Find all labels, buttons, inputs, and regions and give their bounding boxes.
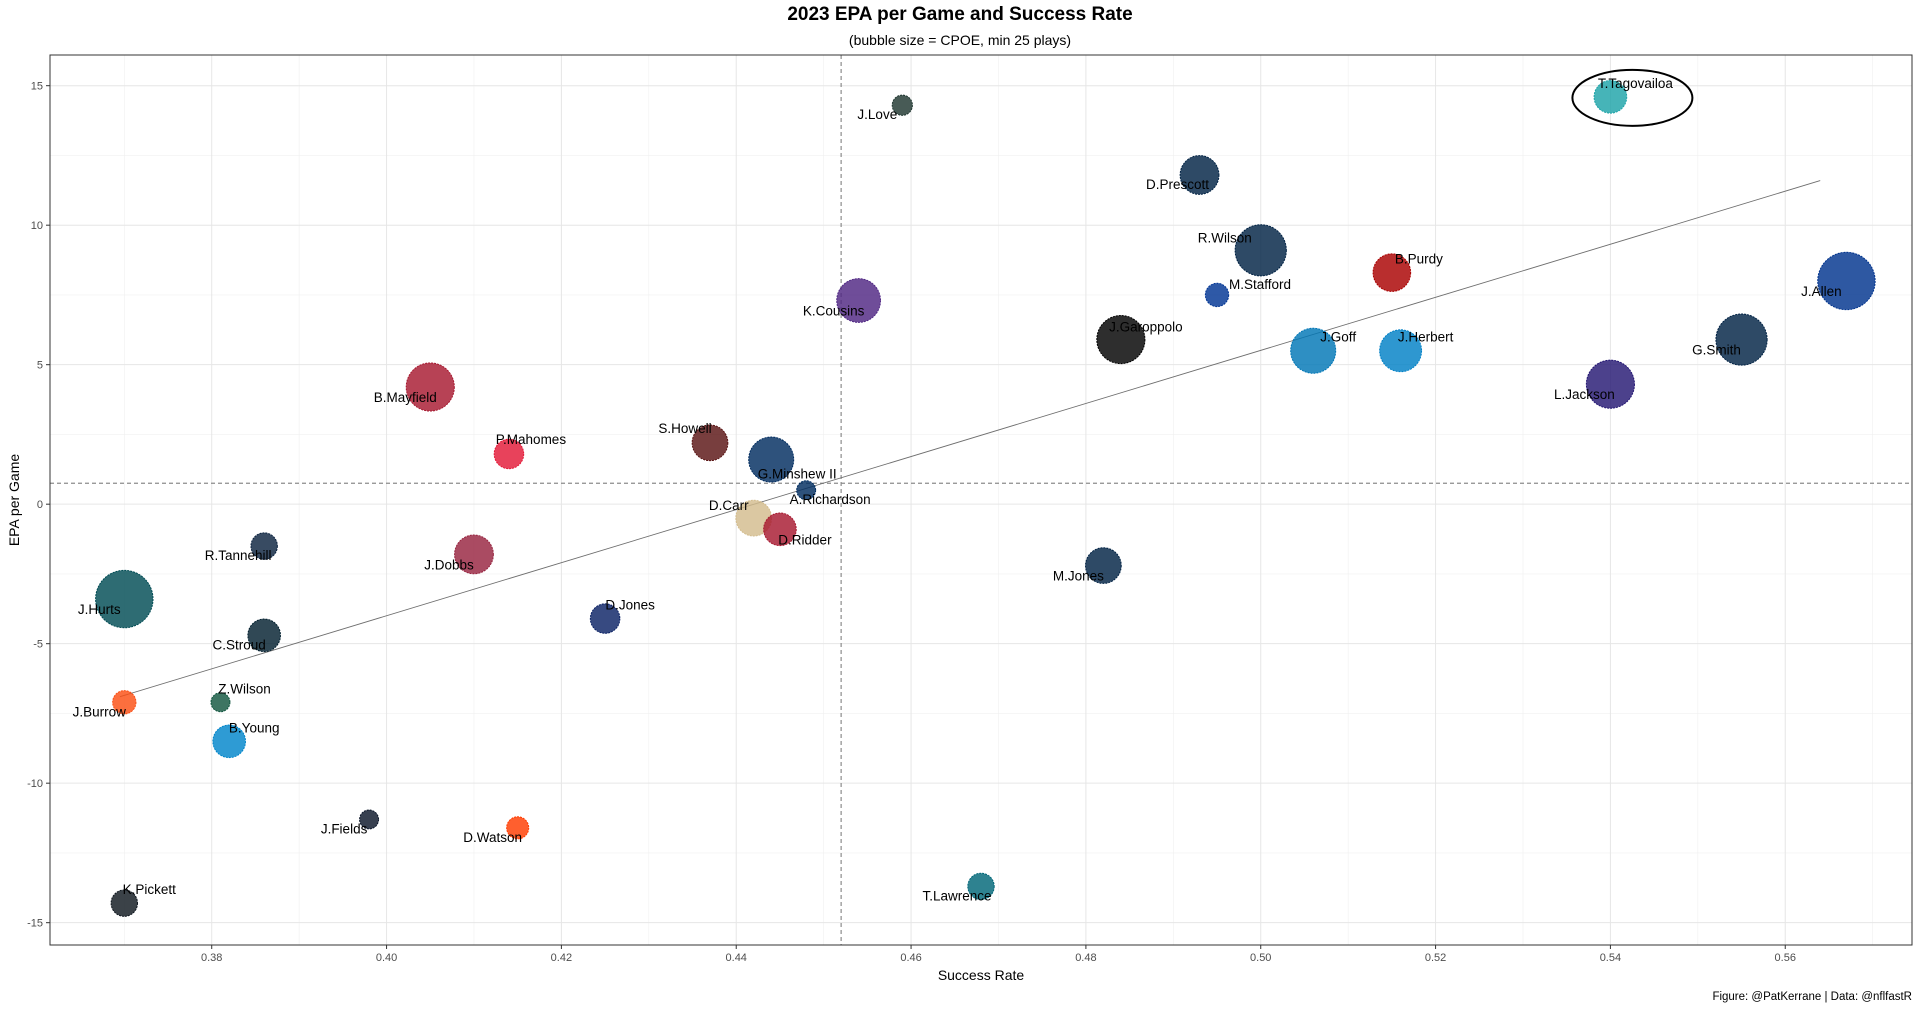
point-label: B.Mayfield: [374, 390, 437, 405]
point-label: G.Smith: [1692, 343, 1741, 358]
point-label: D.Carr: [709, 498, 749, 513]
data-point: [691, 424, 729, 462]
data-point: [210, 692, 231, 713]
x-tick-label: 0.48: [1075, 952, 1096, 964]
point-label: P.Mahomes: [496, 432, 567, 447]
reference-lines: [50, 55, 1912, 945]
point-label: G.Minshew II: [758, 467, 837, 482]
y-axis-ticks: -15 -10 -5 0 5 10 15: [27, 81, 50, 930]
y-tick-label: 5: [37, 360, 43, 372]
trend-line: [119, 180, 1821, 698]
point-label: Z.Wilson: [218, 681, 271, 696]
chart-subtitle: (bubble size = CPOE, min 25 plays): [848, 32, 1072, 48]
point-label: J.Hurts: [78, 602, 121, 617]
data-point: [967, 872, 995, 901]
trend-line-group: [119, 180, 1821, 698]
data-point: [1204, 282, 1230, 308]
data-point: [359, 809, 380, 830]
highlight-group: [1571, 68, 1694, 127]
data-point: [506, 816, 530, 840]
point-label: K.Pickett: [123, 882, 177, 897]
data-point: [1715, 313, 1768, 366]
y-tick-label: 10: [31, 220, 43, 232]
point-label: B.Young: [229, 720, 280, 735]
point-label: D.Watson: [463, 830, 522, 845]
point-label: J.Garoppolo: [1109, 320, 1183, 335]
data-point: [1096, 315, 1146, 365]
point-label: D.Prescott: [1146, 177, 1209, 192]
data-point: [589, 603, 621, 634]
y-tick-label: 15: [31, 81, 43, 93]
data-point: [212, 724, 247, 759]
data-point: [763, 512, 797, 547]
data-point: [796, 480, 817, 501]
point-label: B.Purdy: [1395, 252, 1443, 267]
point-label: J.Love: [857, 107, 897, 122]
point-label: J.Fields: [321, 821, 368, 836]
data-point: [454, 534, 494, 575]
point-label: T.Lawrence: [922, 888, 991, 903]
x-tick-label: 0.40: [376, 952, 397, 964]
data-point: [748, 436, 795, 483]
point-label: D.Jones: [605, 598, 655, 613]
data-point: [493, 438, 525, 470]
x-tick-label: 0.44: [726, 952, 747, 964]
data-point: [1372, 253, 1412, 292]
plot-panel-border: [49, 54, 1913, 946]
data-point: [836, 278, 881, 323]
point-label: T.Tagovailoa: [1598, 76, 1674, 91]
point-label: C.Stroud: [213, 637, 266, 652]
data-point: [891, 94, 913, 116]
point-label: M.Jones: [1053, 569, 1104, 584]
data-point: [1379, 329, 1423, 373]
point-label: J.Goff: [1320, 330, 1356, 345]
data-point: [95, 569, 154, 629]
x-tick-label: 0.56: [1775, 952, 1796, 964]
data-points: [95, 80, 1876, 917]
data-point: [1585, 359, 1635, 409]
point-label: J.Herbert: [1398, 330, 1454, 345]
grid-lines: [50, 55, 1912, 945]
x-tick-label: 0.42: [551, 952, 572, 964]
data-point: [1817, 251, 1876, 311]
data-point: [247, 618, 281, 653]
point-label: R.Tannehill: [205, 548, 272, 563]
point-label: R.Wilson: [1198, 230, 1252, 245]
x-axis-ticks: 0.38 0.40 0.42 0.44 0.46 0.48 0.50 0.52 0.54 0.56: [201, 945, 1796, 964]
data-point: [110, 889, 139, 917]
chart-title: 2023 EPA per Game and Success Rate: [787, 4, 1133, 25]
point-label: J.Dobbs: [424, 557, 474, 572]
data-point: [405, 362, 455, 412]
y-tick-label: -10: [27, 778, 43, 790]
chart-caption: Figure: @PatKerrane | Data: @nflfastR: [1712, 991, 1912, 1003]
x-tick-label: 0.38: [201, 952, 222, 964]
point-label: M.Stafford: [1229, 277, 1291, 292]
x-tick-label: 0.50: [1250, 952, 1271, 964]
y-tick-label: -5: [33, 639, 43, 651]
point-label: J.Burrow: [73, 704, 127, 719]
data-point: [250, 532, 278, 560]
point-label: J.Allen: [1801, 284, 1842, 299]
point-label: D.Ridder: [778, 532, 832, 547]
x-tick-label: 0.52: [1425, 952, 1446, 964]
point-label: L.Jackson: [1554, 387, 1615, 402]
x-axis-title: Success Rate: [938, 967, 1025, 983]
data-point: [1085, 547, 1122, 584]
x-tick-label: 0.46: [900, 952, 921, 964]
data-point: [1179, 155, 1220, 195]
y-axis-title: EPA per Game: [6, 454, 22, 547]
x-tick-label: 0.54: [1600, 952, 1621, 964]
point-label: S.Howell: [658, 421, 711, 436]
data-point: [1290, 327, 1337, 374]
point-label: K.Cousins: [803, 304, 865, 319]
point-labels: T.Tagovailoa J.Love D.Prescott R.Wilson B.Pu…: [73, 76, 1842, 904]
highlight-ellipse: [1571, 68, 1694, 127]
y-tick-label: -15: [27, 918, 43, 930]
data-point: [1593, 80, 1628, 114]
y-tick-label: 0: [37, 499, 43, 511]
point-label: A.Richardson: [790, 492, 871, 507]
data-point: [112, 690, 137, 715]
data-point: [1234, 224, 1287, 277]
